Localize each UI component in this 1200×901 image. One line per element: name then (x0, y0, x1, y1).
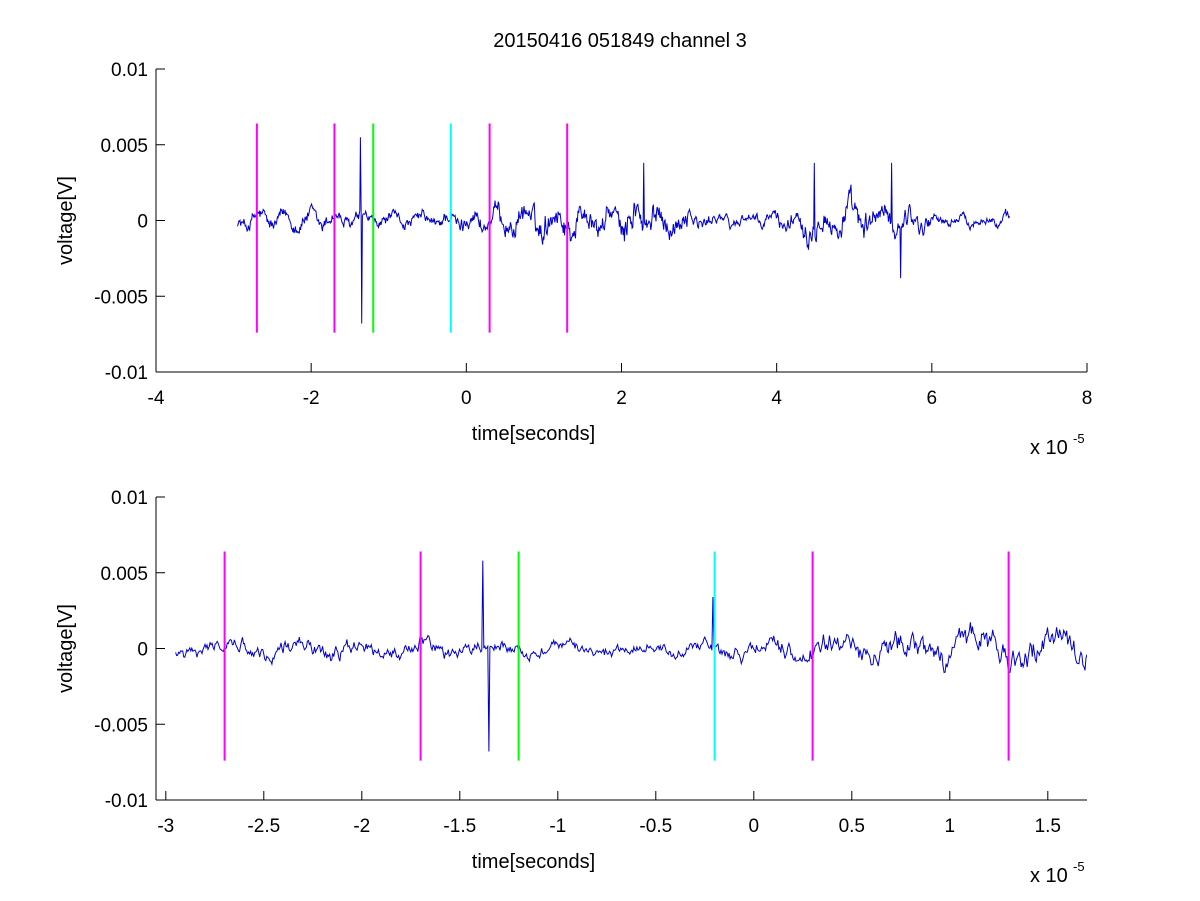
x-tick-label: 2 (616, 388, 627, 409)
x-axis-label: time[seconds] (472, 851, 595, 873)
x-tick-label: 4 (771, 388, 782, 409)
x-tick-label: -1.5 (443, 816, 476, 837)
x-tick-label: -1 (549, 816, 566, 837)
y-tick-label: 0.01 (111, 488, 148, 509)
x-tick-label: 6 (927, 388, 938, 409)
y-axis-label: voltage[V] (55, 604, 77, 693)
x-axis-label: time[seconds] (472, 423, 595, 445)
y-tick-label: 0.005 (100, 564, 148, 585)
x-multiplier-label: x 10 (1030, 437, 1068, 459)
top-plot: -0.01 -0.005 0 0.005 0.01 -4 -2 0 2 4 6 8 time[secon… (55, 60, 1092, 459)
x-tick-label: 0 (749, 816, 760, 837)
y-tick-label: -0.005 (94, 715, 148, 736)
bottom-plot: -0.01 -0.005 0 0.005 0.01 -3 -2.5 -2 -1.5 -1 -0.5 0… (55, 488, 1087, 887)
y-tick-label: 0 (137, 212, 148, 233)
y-tick-label: -0.01 (105, 363, 148, 384)
signal-line (237, 137, 1010, 324)
y-tick-label: 0.005 (100, 136, 148, 157)
plot-data-area (175, 551, 1087, 761)
figure-title: 20150416 051849 channel 3 (493, 30, 747, 52)
plot-data-area (237, 123, 1010, 333)
x-multiplier-exponent: -5 (1073, 431, 1085, 446)
y-axis-label: voltage[V] (55, 176, 77, 265)
x-tick-label: 8 (1082, 388, 1093, 409)
x-tick-label: 1.5 (1035, 816, 1061, 837)
x-multiplier-label: x 10 (1030, 865, 1068, 887)
x-tick-label: 0 (461, 388, 472, 409)
y-tick-label: 0.01 (111, 60, 148, 81)
x-multiplier-exponent: -5 (1073, 859, 1085, 874)
y-tick-label: -0.005 (94, 287, 148, 308)
x-tick-label: -2.5 (247, 816, 280, 837)
x-tick-label: -4 (148, 388, 165, 409)
x-tick-label: -2 (353, 816, 370, 837)
signal-line (175, 560, 1087, 752)
x-tick-label: 0.5 (839, 816, 865, 837)
x-tick-label: 1 (945, 816, 956, 837)
x-tick-label: -3 (157, 816, 174, 837)
x-tick-label: -2 (303, 388, 320, 409)
y-tick-label: -0.01 (105, 791, 148, 812)
y-tick-label: 0 (137, 640, 148, 661)
x-tick-label: -0.5 (639, 816, 672, 837)
